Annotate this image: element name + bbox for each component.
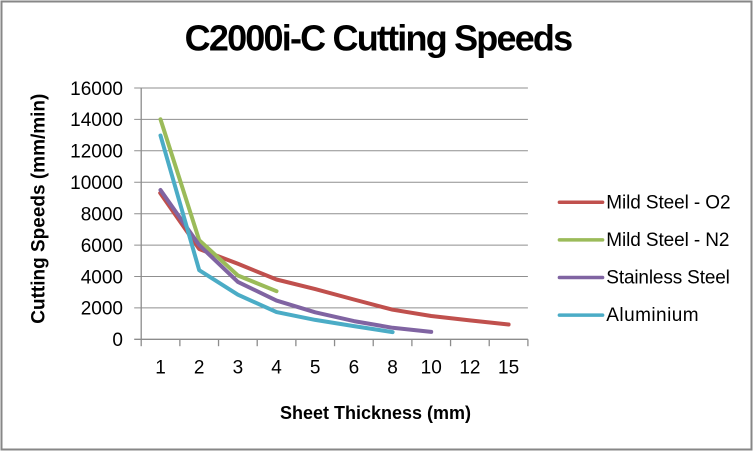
svg-text:Cutting Speeds (mm/min): Cutting Speeds (mm/min) — [28, 94, 49, 324]
svg-text:12000: 12000 — [70, 142, 123, 163]
svg-text:2: 2 — [194, 357, 205, 378]
svg-text:5: 5 — [310, 357, 321, 378]
svg-text:4: 4 — [271, 357, 282, 378]
svg-text:10: 10 — [421, 357, 442, 378]
svg-text:Aluminium: Aluminium — [606, 305, 699, 326]
svg-text:Sheet Thickness (mm): Sheet Thickness (mm) — [280, 403, 471, 423]
svg-text:0: 0 — [112, 330, 123, 351]
svg-text:14000: 14000 — [70, 110, 123, 131]
svg-text:3: 3 — [233, 357, 244, 378]
svg-text:1: 1 — [155, 357, 166, 378]
svg-text:16000: 16000 — [70, 79, 123, 100]
svg-text:Mild Steel - N2: Mild Steel - N2 — [606, 230, 729, 251]
svg-text:6: 6 — [349, 357, 360, 378]
svg-text:C2000i-C Cutting Speeds: C2000i-C Cutting Speeds — [185, 18, 572, 59]
svg-text:10000: 10000 — [70, 173, 123, 194]
svg-text:Stainless Steel: Stainless Steel — [606, 268, 729, 289]
svg-text:8: 8 — [387, 357, 398, 378]
svg-text:2000: 2000 — [81, 299, 123, 320]
svg-text:8000: 8000 — [81, 205, 123, 226]
svg-text:Mild Steel - O2: Mild Steel - O2 — [606, 192, 730, 213]
svg-text:6000: 6000 — [81, 236, 123, 257]
svg-text:15: 15 — [498, 357, 519, 378]
svg-text:4000: 4000 — [81, 267, 123, 288]
svg-text:12: 12 — [459, 357, 480, 378]
